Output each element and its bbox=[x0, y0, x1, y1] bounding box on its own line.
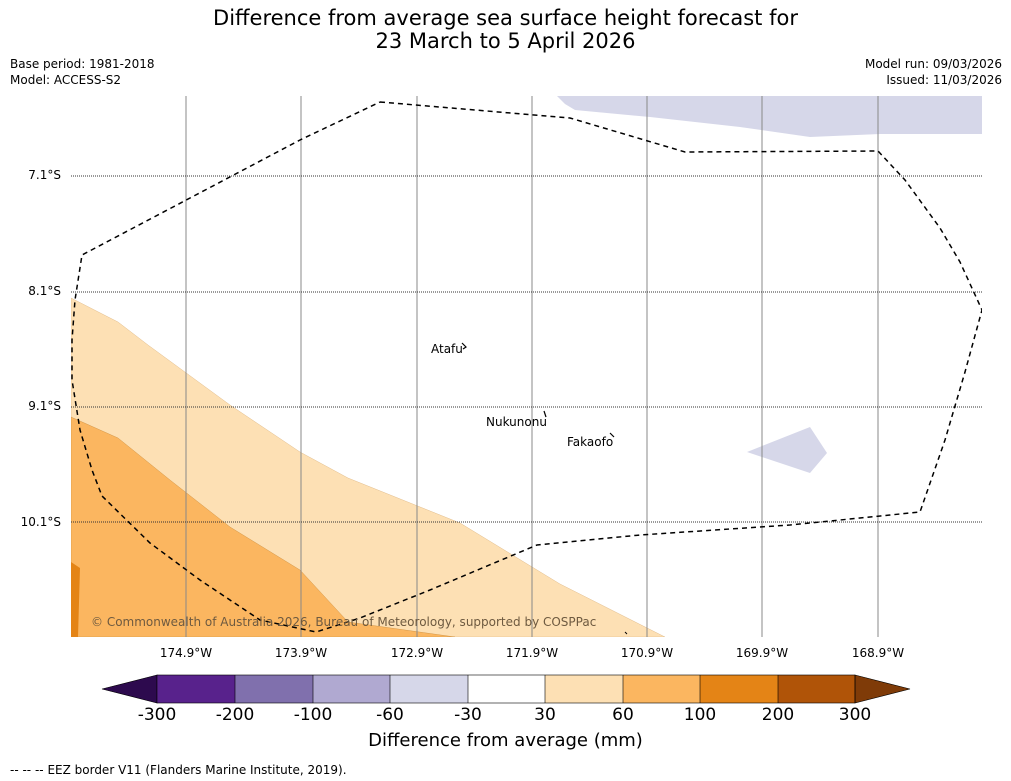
base-period: Base period: 1981-2018 bbox=[10, 57, 155, 71]
colorbar-tick: 100 bbox=[683, 705, 717, 725]
lon-label: 174.9°W bbox=[159, 646, 213, 660]
colorbar-tick: -300 bbox=[137, 705, 177, 725]
anomaly-region-minus60-minus30-east bbox=[747, 427, 827, 473]
anomaly-region-100-200 bbox=[71, 562, 80, 637]
anomaly-region-minus60-minus30-north bbox=[557, 96, 982, 137]
colorbar-bin bbox=[623, 675, 700, 703]
nukunonu-island bbox=[543, 410, 547, 418]
chart-title-line2: 23 March to 5 April 2026 bbox=[375, 29, 636, 53]
colorbar-tick: 60 bbox=[612, 705, 634, 725]
copyright-notice: © Commonwealth of Australia 2026, Bureau… bbox=[91, 615, 597, 629]
lat-label: 9.1°S bbox=[28, 399, 61, 413]
place-fakaofo: Fakaofo bbox=[567, 435, 614, 449]
issued-date: Issued: 11/03/2026 bbox=[886, 73, 1002, 87]
colorbar-tick: 200 bbox=[761, 705, 795, 725]
eez-legend-symbol: -- -- -- bbox=[10, 763, 44, 777]
eez-legend: -- -- -- EEZ border V11 (Flanders Marine… bbox=[10, 763, 347, 777]
atafu-island bbox=[461, 342, 467, 350]
place-nukunonu: Nukunonu bbox=[486, 415, 547, 429]
colorbar-extend-low bbox=[101, 674, 158, 704]
colorbar bbox=[101, 674, 911, 704]
small-island bbox=[624, 631, 628, 635]
lon-label: 168.9°W bbox=[851, 646, 905, 660]
lon-label: 173.9°W bbox=[274, 646, 328, 660]
colorbar-bin bbox=[313, 675, 390, 703]
colorbar-bin bbox=[545, 675, 623, 703]
colorbar-bin bbox=[390, 675, 468, 703]
anomaly-region-60-100 bbox=[71, 416, 456, 637]
lat-label: 8.1°S bbox=[28, 284, 61, 298]
fakaofo-island bbox=[609, 432, 615, 438]
colorbar-tick: 300 bbox=[838, 705, 872, 725]
colorbar-tick: 30 bbox=[534, 705, 556, 725]
eez-border bbox=[71, 101, 982, 633]
lat-label: 10.1°S bbox=[20, 515, 61, 529]
colorbar-tick: -200 bbox=[215, 705, 255, 725]
lat-label: 7.1°S bbox=[28, 168, 61, 182]
colorbar-bin bbox=[700, 675, 778, 703]
eez-legend-text: EEZ border V11 (Flanders Marine Institut… bbox=[47, 763, 347, 777]
lon-label: 170.9°W bbox=[620, 646, 674, 660]
chart-title-line1: Difference from average sea surface heig… bbox=[213, 6, 798, 30]
lon-label: 172.9°W bbox=[390, 646, 444, 660]
place-atafu: Atafu bbox=[431, 342, 463, 356]
colorbar-tick: -100 bbox=[293, 705, 333, 725]
colorbar-extend-high bbox=[854, 674, 911, 704]
colorbar-bin bbox=[778, 675, 855, 703]
colorbar-bin bbox=[157, 675, 235, 703]
model-name: Model: ACCESS-S2 bbox=[10, 73, 122, 87]
colorbar-tick: -60 bbox=[376, 705, 404, 725]
lon-label: 171.9°W bbox=[505, 646, 559, 660]
colorbar-bin bbox=[235, 675, 313, 703]
colorbar-title: Difference from average (mm) bbox=[368, 730, 643, 751]
colorbar-tick: -30 bbox=[454, 705, 482, 725]
model-run: Model run: 09/03/2026 bbox=[864, 57, 1002, 71]
lon-label: 169.9°W bbox=[735, 646, 789, 660]
colorbar-bin bbox=[468, 675, 545, 703]
